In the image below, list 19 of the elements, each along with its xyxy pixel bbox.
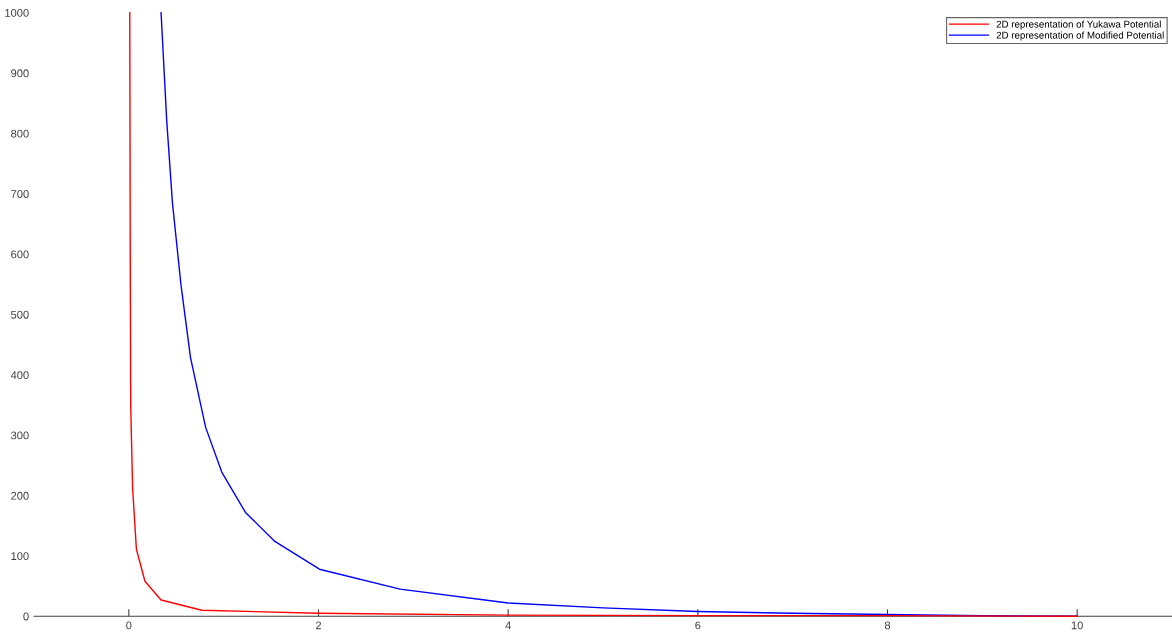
- y-tick-label: 0: [23, 612, 29, 621]
- y-tick-label: 100: [11, 552, 29, 561]
- y-tick-label: 500: [11, 310, 29, 319]
- y-tick-label: 400: [10, 371, 29, 379]
- y-tick-label: 200: [11, 491, 29, 500]
- x-tick-label: 0: [126, 621, 132, 630]
- x-tick-label: 8: [884, 621, 891, 630]
- legend-label: 2D representation of Yukawa Potential: [996, 20, 1161, 30]
- y-tick-label: 300: [11, 431, 29, 440]
- x-tick-label: 4: [505, 621, 511, 630]
- y-tick-label: 800: [11, 129, 29, 138]
- legend-label: 2D representation of Modified Potential: [996, 31, 1164, 41]
- x-tick-label: 2: [315, 621, 322, 630]
- y-tick-label: 600: [11, 250, 29, 259]
- y-tick-label: 900: [11, 69, 29, 78]
- x-tick-label: 10: [1071, 621, 1083, 630]
- y-tick-label: 1000: [5, 8, 29, 17]
- x-tick-label: 6: [695, 621, 701, 630]
- y-tick-label: 700: [11, 190, 29, 198]
